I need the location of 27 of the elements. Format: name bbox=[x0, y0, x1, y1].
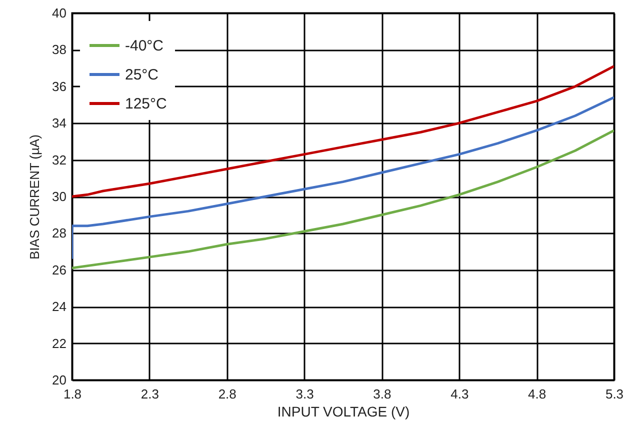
legend-label: 125°C bbox=[125, 96, 168, 112]
y-tick-label: 36 bbox=[52, 78, 66, 94]
y-axis-title: BIAS CURRENT (µA) bbox=[27, 134, 42, 260]
x-tick-label: 3.3 bbox=[296, 386, 314, 402]
x-tick-label: 1.8 bbox=[63, 386, 82, 402]
x-tick-label: 2.3 bbox=[140, 386, 159, 402]
line-series bbox=[72, 129, 614, 270]
y-tick-label: 20 bbox=[52, 372, 66, 388]
y-tick-label: 32 bbox=[52, 152, 66, 168]
y-tick-label: 28 bbox=[52, 226, 66, 241]
y-tick-label: 34 bbox=[52, 116, 66, 131]
line-series bbox=[72, 96, 614, 260]
y-tick-label: 40 bbox=[52, 6, 66, 20]
y-tick-label: 38 bbox=[52, 42, 66, 58]
x-axis-title: INPUT VOLTAGE (V) bbox=[277, 404, 410, 420]
x-tick-label: 4.3 bbox=[450, 386, 469, 402]
x-tick-label: 2.8 bbox=[218, 386, 236, 402]
legend-label: -40°C bbox=[125, 38, 164, 54]
x-tick-label: 4.8 bbox=[528, 386, 546, 402]
y-tick-label: 24 bbox=[52, 299, 66, 314]
x-tick-label: 3.8 bbox=[373, 386, 392, 402]
y-tick-label: 30 bbox=[52, 189, 66, 204]
legend-label: 25°C bbox=[125, 66, 159, 84]
y-tick-label: 26 bbox=[52, 262, 66, 278]
line-series bbox=[72, 64, 614, 198]
y-tick-label: 22 bbox=[52, 336, 66, 351]
x-tick-label: 5.3 bbox=[605, 386, 624, 402]
